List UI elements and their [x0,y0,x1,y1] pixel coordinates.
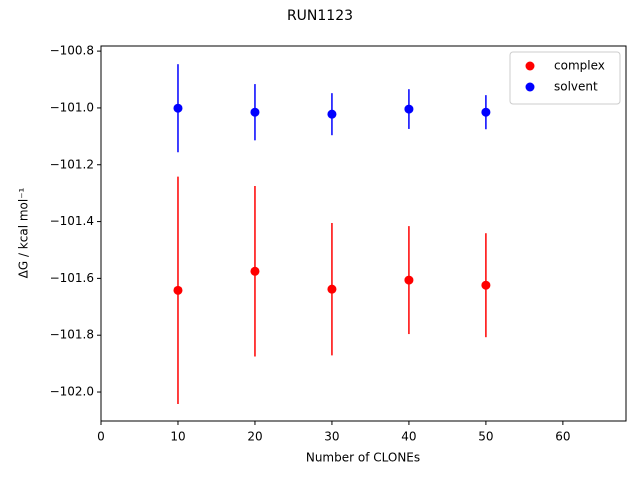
point [481,280,491,290]
x-tick-label: 60 [555,430,570,444]
y-tick-label: −100.8 [50,44,94,58]
chart-title: RUN1123 [287,8,353,24]
y-tick-label: −101.0 [50,100,94,114]
point [250,107,260,117]
x-axis-label: Number of CLONEs [306,451,420,465]
legend-label: complex [554,59,605,73]
legend-label: solvent [554,80,598,94]
point [250,266,260,276]
point [327,284,337,294]
y-axis-label: ΔG / kcal mol⁻¹ [17,187,31,278]
point [404,104,414,114]
y-tick-label: −101.4 [50,214,94,228]
x-tick-label: 40 [401,430,416,444]
point [404,275,414,285]
legend-marker [525,61,535,71]
y-tick-label: −101.6 [50,271,94,285]
x-tick-label: 0 [97,430,105,444]
point [173,285,183,295]
legend-marker [525,82,535,92]
x-tick-label: 20 [247,430,262,444]
x-tick-label: 30 [324,430,339,444]
point [173,103,183,113]
point [327,109,337,119]
y-tick-label: −102.0 [50,385,94,399]
x-tick-label: 50 [478,430,493,444]
x-tick-label: 10 [170,430,185,444]
y-tick-label: −101.2 [50,157,94,171]
legend-box [509,51,621,105]
y-tick-label: −101.8 [50,328,94,342]
point [481,107,491,117]
plot-frame [100,45,627,422]
